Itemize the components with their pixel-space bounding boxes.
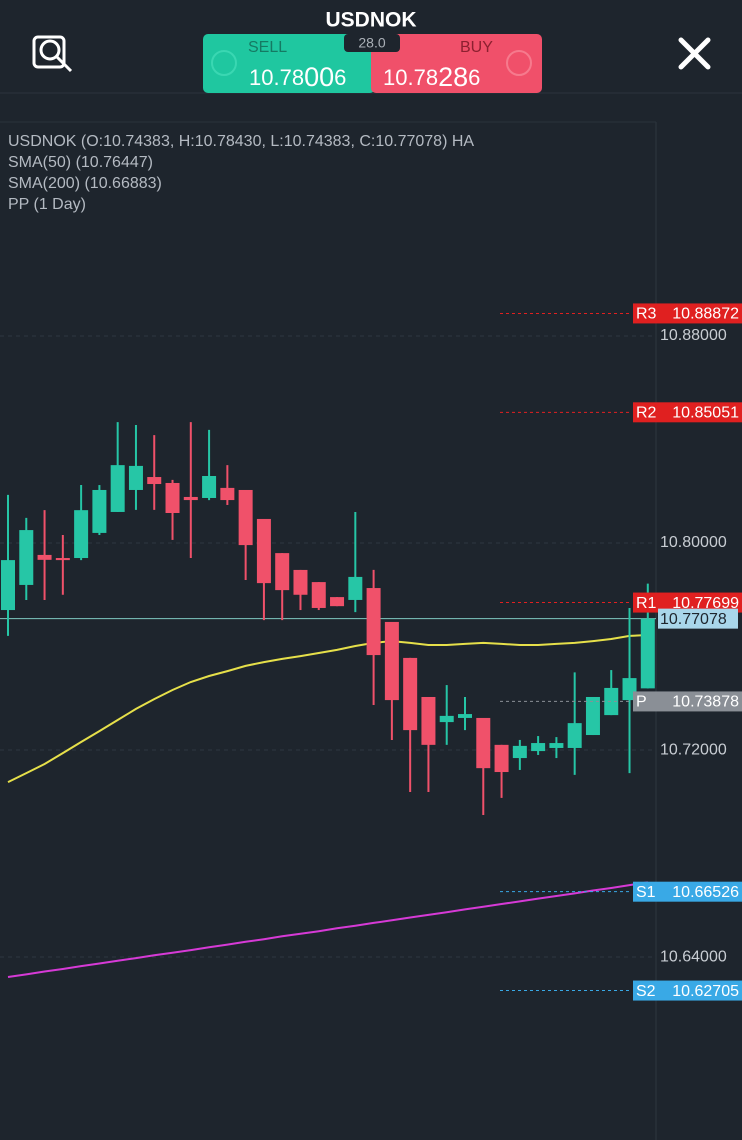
pivot-value: 10.62705 [672, 983, 739, 1000]
price-pip[interactable]: 6 [468, 65, 480, 90]
price-main[interactable]: 10.78 [383, 65, 438, 90]
pivot-badge [633, 402, 742, 423]
candle-body [512, 745, 527, 759]
search-lens[interactable] [39, 39, 61, 61]
candle-body [494, 744, 509, 773]
pivot-name: S2 [636, 983, 656, 1000]
candle-body [567, 723, 582, 748]
candle-body [165, 482, 180, 514]
pivot-badge [633, 303, 742, 324]
candle-body [275, 553, 290, 591]
buy-circle[interactable] [506, 50, 532, 76]
legend-text: SMA(200) (10.66883) [8, 175, 162, 192]
search-frame[interactable] [32, 35, 66, 69]
candle-body [19, 530, 34, 585]
price-pip[interactable]: 6 [334, 65, 346, 90]
price-big[interactable]: 00 [304, 62, 334, 92]
candle-body [458, 714, 472, 718]
pivot-value: 10.66526 [672, 884, 739, 901]
candle-body [92, 489, 107, 533]
pivot-value: 10.77699 [672, 595, 739, 612]
candle-body [110, 465, 125, 512]
candle-body [311, 582, 326, 608]
candle-body [585, 696, 600, 736]
indicator-line [7, 881, 648, 978]
candle-body [604, 687, 619, 716]
candle-body [384, 621, 399, 701]
y-tick-label: 10.88000 [660, 327, 727, 344]
last-price-label: 10.77078 [660, 611, 727, 628]
legend-text: USDNOK (O:10.74383, H:10.78430, L:10.743… [8, 133, 474, 150]
buy-bg[interactable] [371, 34, 542, 93]
pivot-name: P [636, 694, 647, 711]
sell-button[interactable]: SELL 10.78006 [203, 34, 375, 93]
y-tick-label: 10.64000 [660, 948, 727, 965]
pivot-value: 10.85051 [672, 405, 739, 422]
candle-body [439, 715, 454, 723]
legend-text: SMA(50) (10.76447) [8, 154, 153, 171]
pivot-badge [633, 592, 742, 613]
pivot-name: R2 [636, 405, 657, 422]
pivot-badge [633, 980, 742, 1001]
pivot-value: 10.88872 [672, 306, 739, 323]
candle-body [74, 510, 89, 559]
y-tick-label: 10.80000 [660, 534, 727, 551]
candle-body [348, 576, 363, 600]
legend-text: PP (1 Day) [8, 196, 86, 213]
candle-body [293, 569, 308, 595]
pivot-name: R1 [636, 595, 657, 612]
sell-bg[interactable] [203, 34, 375, 93]
pivot-name: R3 [636, 306, 657, 323]
candle-body [640, 618, 655, 689]
pivot-value: 10.73878 [672, 694, 739, 711]
candle-body [421, 696, 436, 745]
candle-body [549, 743, 564, 748]
sell-circle[interactable] [211, 50, 237, 76]
candle-body [531, 743, 546, 752]
buy-label[interactable]: BUY [460, 39, 493, 56]
buy-button[interactable]: BUY 10.78286 [371, 34, 542, 93]
buy-price[interactable]: 10.78286 [383, 62, 480, 92]
candle-body [256, 518, 271, 584]
candle-body [366, 588, 381, 656]
candle-body [147, 477, 162, 485]
candle-body [55, 558, 70, 561]
price-main[interactable]: 10.78 [249, 65, 304, 90]
pivot-badge [633, 881, 742, 902]
search-icon[interactable] [32, 35, 73, 73]
pivot-name: S1 [636, 884, 656, 901]
candle-body [1, 560, 15, 611]
candle-body [403, 657, 418, 731]
close-button[interactable] [678, 37, 711, 70]
indicator-line [7, 634, 648, 783]
candle-body [128, 465, 143, 490]
sell-label[interactable]: SELL [248, 39, 287, 56]
price-big[interactable]: 28 [438, 62, 468, 92]
candle-body [37, 554, 52, 560]
header-title: USDNOK [325, 9, 416, 32]
spread-badge [344, 34, 400, 52]
candle-body [330, 597, 345, 607]
pivot-badge [633, 691, 742, 712]
y-tick-label: 10.72000 [660, 741, 727, 758]
candle-body [476, 717, 491, 769]
close-stroke[interactable] [678, 37, 711, 70]
last-price-badge [658, 608, 738, 629]
search-handle[interactable] [55, 55, 73, 73]
spread: 28.0 [358, 35, 385, 51]
candle-body [183, 496, 198, 501]
sell-price[interactable]: 10.78006 [249, 62, 346, 92]
candle-body [238, 489, 253, 546]
candle-body [202, 475, 217, 498]
candle-body [220, 487, 235, 501]
